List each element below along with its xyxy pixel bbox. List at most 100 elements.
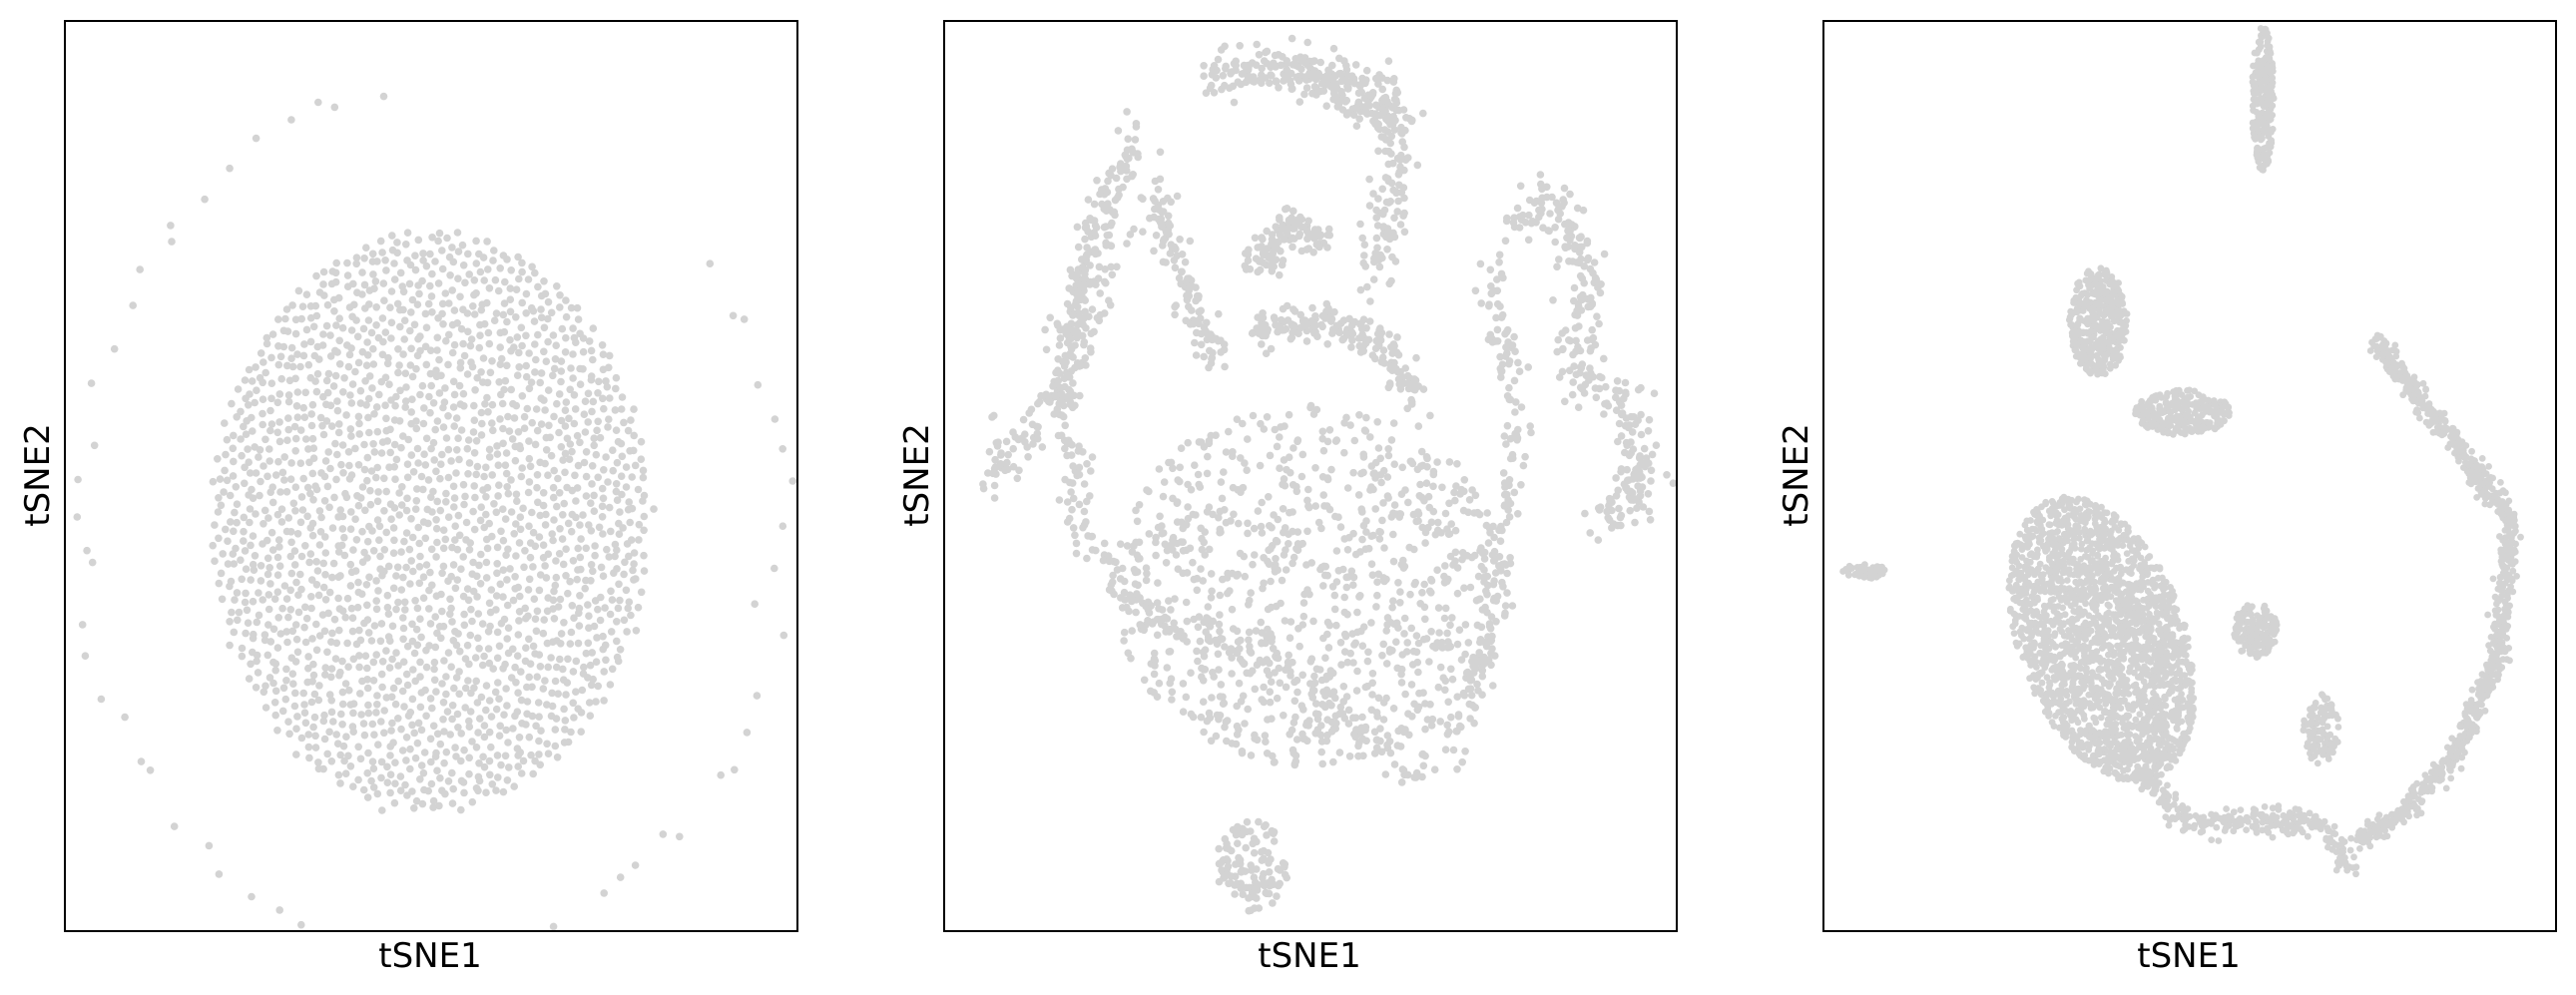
data-point — [1375, 535, 1384, 543]
data-point — [1354, 491, 1363, 499]
data-point — [385, 664, 394, 672]
data-point — [1304, 502, 1312, 510]
data-point — [1354, 89, 1363, 97]
data-point — [1091, 222, 1100, 230]
data-point — [1115, 191, 1123, 200]
data-point — [1009, 428, 1017, 436]
data-point — [429, 796, 438, 805]
data-point — [343, 341, 351, 349]
data-point — [1383, 732, 1392, 740]
data-point — [287, 538, 295, 547]
data-point — [1293, 540, 1302, 548]
data-point — [215, 534, 223, 543]
data-point — [400, 537, 408, 546]
data-point — [1101, 265, 1109, 273]
data-point — [1612, 406, 1621, 415]
data-point — [588, 407, 596, 416]
data-point — [1276, 866, 1285, 874]
data-point — [1058, 411, 1066, 419]
data-point — [308, 469, 317, 478]
data-point — [334, 770, 343, 779]
data-point — [521, 547, 529, 555]
data-point — [1276, 270, 1284, 279]
data-point — [532, 722, 540, 731]
data-point — [361, 652, 370, 660]
data-point — [542, 574, 551, 582]
data-point — [1379, 499, 1387, 507]
data-point — [576, 553, 585, 562]
data-point — [1217, 528, 1225, 536]
data-point — [617, 439, 626, 448]
data-point — [394, 662, 402, 670]
data-point — [1350, 436, 1359, 445]
data-point — [1386, 198, 1394, 206]
data-point — [460, 746, 468, 754]
data-point — [291, 447, 299, 455]
data-point — [1331, 694, 1339, 703]
data-point — [377, 670, 386, 679]
data-point — [170, 822, 179, 830]
data-point — [473, 462, 482, 471]
data-point — [540, 616, 548, 624]
data-point — [1501, 329, 1509, 338]
data-point — [1194, 657, 1202, 666]
data-point — [1081, 265, 1090, 274]
data-point — [1066, 387, 1075, 395]
data-point — [556, 303, 564, 311]
data-point — [390, 416, 399, 424]
data-point — [1438, 644, 1446, 652]
data-point — [1104, 177, 1112, 186]
data-point — [1460, 476, 1469, 484]
data-point — [1329, 757, 1337, 766]
data-point — [1453, 728, 1461, 736]
data-point — [1203, 469, 1212, 478]
data-point — [1580, 262, 1588, 270]
data-point — [1336, 703, 1345, 712]
data-point — [499, 665, 507, 673]
data-point — [460, 500, 468, 509]
data-point — [228, 608, 236, 617]
data-point — [1394, 579, 1402, 587]
data-point — [1145, 530, 1154, 538]
data-point — [1275, 881, 1283, 890]
data-point — [637, 455, 646, 464]
data-point — [470, 276, 479, 284]
data-point — [484, 628, 493, 636]
data-point — [1286, 76, 1294, 85]
data-point — [354, 501, 363, 510]
data-point — [552, 715, 561, 723]
data-point — [314, 696, 323, 705]
data-point — [412, 497, 421, 505]
data-point — [1480, 578, 1488, 586]
data-point — [1636, 454, 1644, 462]
data-point — [1396, 588, 1404, 596]
data-point — [74, 475, 82, 484]
data-point — [211, 557, 219, 565]
data-point — [1124, 135, 1132, 143]
data-point — [427, 381, 436, 390]
data-point — [1570, 362, 1578, 370]
data-point — [321, 571, 329, 579]
data-point — [1414, 639, 1423, 648]
data-point — [265, 674, 274, 682]
data-point — [1293, 688, 1301, 697]
data-point — [1349, 573, 1358, 582]
data-point — [1357, 505, 1365, 513]
data-point — [587, 346, 596, 355]
data-point — [604, 478, 612, 486]
data-point — [1171, 245, 1180, 252]
data-point — [1400, 228, 1409, 237]
data-point — [448, 799, 457, 807]
data-point — [398, 687, 407, 696]
data-point — [407, 308, 415, 316]
data-point — [579, 347, 588, 356]
data-point — [1445, 458, 1454, 466]
data-point — [994, 438, 1002, 447]
data-point — [372, 303, 381, 311]
data-point — [1434, 518, 1442, 527]
data-point — [287, 654, 296, 662]
data-point — [465, 546, 474, 554]
data-point — [522, 309, 530, 317]
data-point — [331, 346, 339, 355]
data-point — [1448, 675, 1457, 684]
